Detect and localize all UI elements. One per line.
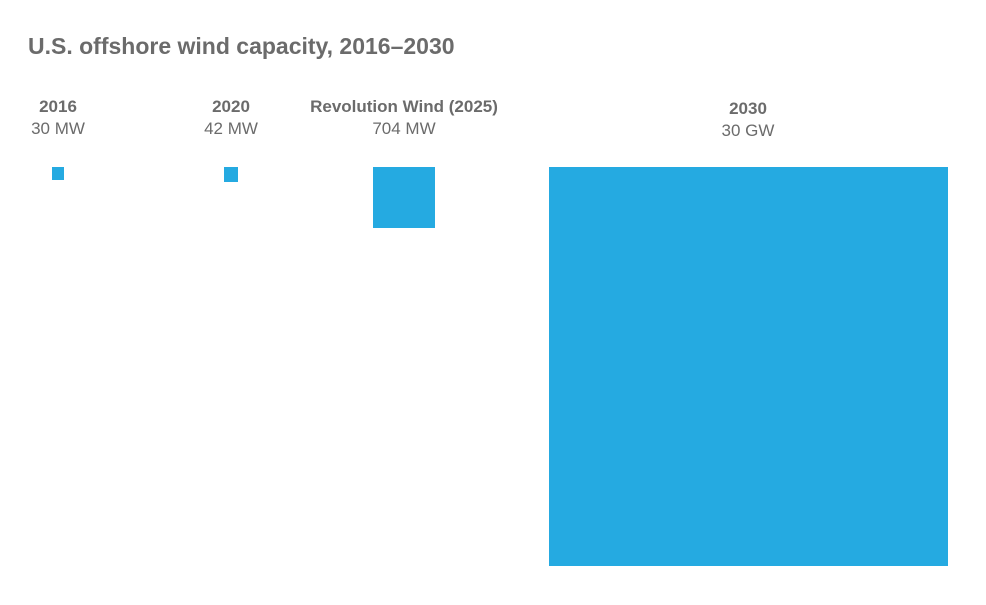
chart-title: U.S. offshore wind capacity, 2016–2030 <box>28 33 455 59</box>
capacity-square-2030 <box>548 167 948 566</box>
category-name: 2030 <box>729 99 767 118</box>
category-label-2020: 2020 42 MW <box>204 96 258 140</box>
capacity-square-revolution-wind <box>373 167 435 229</box>
category-value: 30 MW <box>31 119 85 138</box>
category-value: 42 MW <box>204 119 258 138</box>
category-name: Revolution Wind (2025) <box>310 97 498 116</box>
category-label-2030: 2030 30 GW <box>722 98 775 142</box>
category-value: 704 MW <box>372 119 436 138</box>
category-name: 2016 <box>39 97 77 116</box>
capacity-square-2016 <box>51 167 65 180</box>
category-name: 2020 <box>212 97 250 116</box>
category-label-revolution-wind: Revolution Wind (2025) 704 MW <box>310 96 498 140</box>
capacity-square-2020 <box>223 167 239 182</box>
category-value: 30 GW <box>721 121 775 140</box>
category-label-2016: 2016 30 MW <box>31 96 85 140</box>
